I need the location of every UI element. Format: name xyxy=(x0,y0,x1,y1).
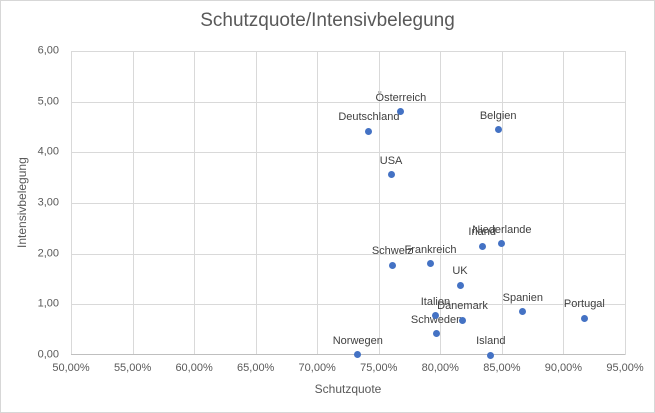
data-point-italien[interactable] xyxy=(431,312,439,319)
data-point-label: Deutschland xyxy=(338,111,400,124)
x-tick-label: 95,00% xyxy=(606,362,644,374)
x-axis-title: Schutzquote xyxy=(314,382,382,396)
data-point-niederlande[interactable] xyxy=(498,240,506,247)
data-point-schweiz[interactable] xyxy=(388,261,396,269)
y-tick-label: 1,00 xyxy=(37,297,59,310)
y-tick-label: 0,00 xyxy=(37,348,59,361)
x-tick-label: 55,00% xyxy=(113,362,152,374)
x-tick-label: 75,00% xyxy=(360,362,398,374)
data-point-label: Belgien xyxy=(479,109,517,122)
data-point-label: Schweden xyxy=(410,313,463,326)
horizontal-gridline xyxy=(71,152,625,154)
data-point-label: Irland xyxy=(468,226,496,239)
data-point-label: Frankreich xyxy=(404,243,457,256)
y-tick-label: 5,00 xyxy=(37,95,59,108)
data-point-label: Italien xyxy=(420,295,451,308)
data-point-label: Island xyxy=(476,335,506,347)
y-tick-label: 4,00 xyxy=(37,145,59,158)
y-tick-label: 3,00 xyxy=(37,196,59,209)
chart-title: Schutzquote/Intensivbelegung xyxy=(200,10,455,31)
horizontal-gridline xyxy=(71,203,625,204)
vertical-gridline xyxy=(625,51,626,355)
x-tick-label: 85,00% xyxy=(483,362,521,374)
horizontal-gridline xyxy=(71,304,625,306)
data-point-label: Dänemark xyxy=(437,300,488,312)
x-tick-label: 80,00% xyxy=(421,362,459,374)
data-point-label: Norwegen xyxy=(332,334,383,347)
data-point-label: Schweiz xyxy=(371,245,413,258)
x-tick-label: 70,00% xyxy=(298,362,336,374)
data-point-usa[interactable] xyxy=(387,171,395,179)
x-tick-label: 90,00% xyxy=(544,362,583,374)
data-point-spanien[interactable] xyxy=(519,308,527,316)
data-point-oesterreich[interactable] xyxy=(397,108,405,116)
x-tick-label: 50,00% xyxy=(52,362,90,374)
data-point-uk[interactable] xyxy=(456,281,464,289)
y-tick-label: 2,00 xyxy=(37,247,59,260)
y-axis-title: Intensivbelegung xyxy=(15,157,29,249)
horizontal-gridline xyxy=(71,101,625,103)
data-point-belgien[interactable] xyxy=(494,126,502,133)
data-point-portugal[interactable] xyxy=(580,314,588,322)
data-point-label: Österreich xyxy=(375,91,427,104)
data-point-island[interactable] xyxy=(487,351,495,359)
data-point-label: USA xyxy=(379,154,403,167)
data-point-deutschland[interactable] xyxy=(365,127,373,135)
data-point-label: UK xyxy=(452,265,468,278)
data-point-label: Portugal xyxy=(563,298,605,310)
data-point-daenemark[interactable] xyxy=(459,316,466,324)
x-axis-line xyxy=(71,354,625,355)
y-tick-label: 6,00 xyxy=(37,44,59,57)
horizontal-gridline xyxy=(71,253,625,255)
data-point-frankreich[interactable] xyxy=(427,260,434,268)
data-point-schweden[interactable] xyxy=(433,330,441,338)
x-tick-label: 60,00% xyxy=(175,362,213,374)
data-point-label: Spanien xyxy=(502,291,543,304)
data-point-label: Niederlande xyxy=(472,223,532,236)
horizontal-gridline xyxy=(71,51,625,52)
data-point-norwegen[interactable] xyxy=(354,351,362,358)
data-point-irland[interactable] xyxy=(478,242,486,250)
plot-area: Norwegen Deutschland USA Schweiz Österreich F… xyxy=(71,51,626,359)
x-tick-label: 65,00% xyxy=(237,362,275,374)
